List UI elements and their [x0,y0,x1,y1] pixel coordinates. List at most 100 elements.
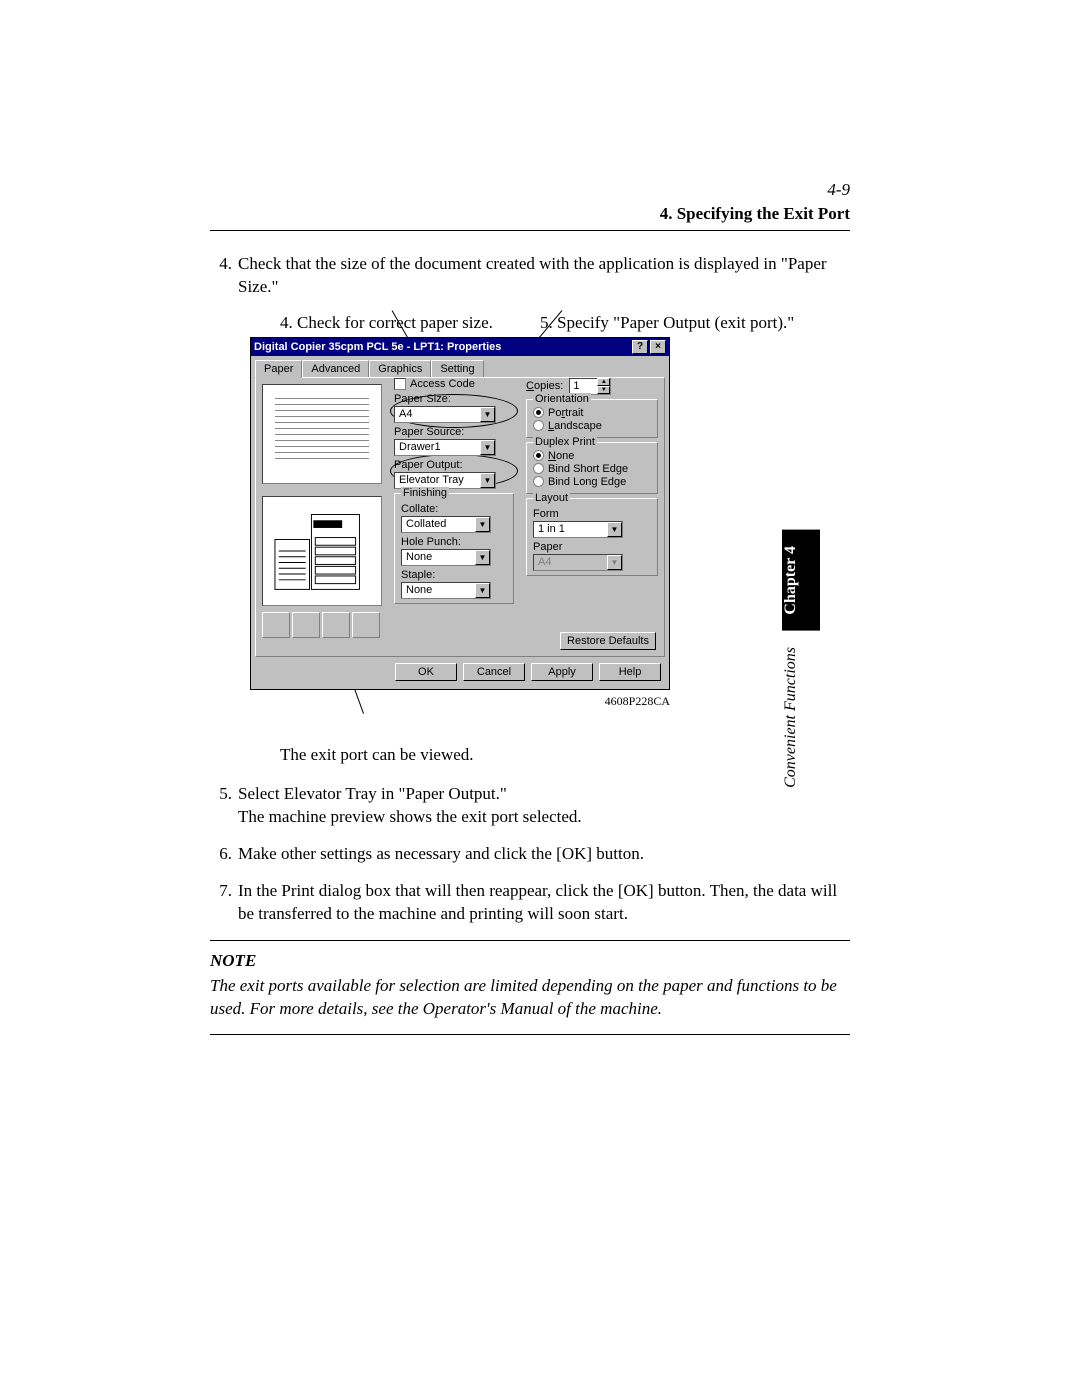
finishing-group: Finishing Collate: Collated ▼ Hole Punch… [394,493,514,604]
properties-dialog: Digital Copier 35cpm PCL 5e - LPT1: Prop… [250,337,670,690]
tab-advanced[interactable]: Advanced [302,360,369,377]
step-text: Check that the size of the document crea… [238,253,850,299]
duplex-group: Duplex Print None Bind Short Edge Bind L… [526,442,658,494]
step-text: Make other settings as necessary and cli… [238,843,850,866]
tab-setting[interactable]: Setting [431,360,483,377]
layout-paper-label: Paper [533,541,651,553]
staple-value: None [402,584,475,596]
step-text: Select Elevator Tray in "Paper Output." … [238,783,850,829]
paper-output-value: Elevator Tray [395,474,480,486]
paper-source-value: Drawer1 [395,441,480,453]
chevron-down-icon: ▼ [480,440,495,455]
layout-paper-value: A4 [534,556,607,568]
step-number: 7. [210,880,238,926]
chevron-down-icon: ▼ [480,473,495,488]
preview-thumb[interactable] [262,612,290,638]
form-value: 1 in 1 [534,523,607,535]
duplex-long-row[interactable]: Bind Long Edge [533,476,651,488]
radio-icon [533,463,544,474]
step-6: 6. Make other settings as necessary and … [210,843,850,866]
chevron-down-icon: ▼ [607,555,622,570]
preview-thumb[interactable] [322,612,350,638]
step-5: 5. Select Elevator Tray in "Paper Output… [210,783,850,829]
chevron-down-icon: ▼ [475,517,490,532]
chapter-tab: Chapter 4 [782,530,820,631]
duplex-legend: Duplex Print [533,436,597,448]
landscape-label: Landscape [548,420,602,432]
paper-tab-panel: Access Code Paper Size: A4 ▼ Paper Sourc… [255,377,665,657]
cancel-button[interactable]: Cancel [463,663,525,681]
manual-page: 4-9 4. Specifying the Exit Port 4. Check… [210,180,850,1035]
help-button[interactable]: Help [599,663,661,681]
chevron-down-icon: ▼ [480,407,495,422]
chevron-down-icon: ▼ [475,583,490,598]
access-code-row: Access Code [394,378,514,390]
duplex-none-label: None [548,450,574,462]
dialog-titlebar: Digital Copier 35cpm PCL 5e - LPT1: Prop… [251,338,669,356]
preview-thumb[interactable] [352,612,380,638]
radio-icon [533,420,544,431]
layout-paper-combo: A4 ▼ [533,554,623,571]
finishing-legend: Finishing [401,487,449,499]
access-code-checkbox[interactable] [394,378,406,390]
duplex-short-row[interactable]: Bind Short Edge [533,463,651,475]
restore-defaults-button[interactable]: Restore Defaults [560,632,656,650]
ok-button[interactable]: OK [395,663,457,681]
hole-punch-label: Hole Punch: [401,536,507,548]
paper-source-combo[interactable]: Drawer1 ▼ [394,439,496,456]
page-preview [262,384,382,484]
paper-size-value: A4 [395,408,480,420]
landscape-radio-row[interactable]: Landscape [533,420,651,432]
step-4: 4. Check that the size of the document c… [210,253,850,299]
step-text: In the Print dialog box that will then r… [238,880,850,926]
step-number: 6. [210,843,238,866]
duplex-none-row[interactable]: None [533,450,651,462]
dialog-title: Digital Copier 35cpm PCL 5e - LPT1: Prop… [254,341,630,353]
radio-icon [533,450,544,461]
step-number: 5. [210,783,238,829]
step-7: 7. In the Print dialog box that will the… [210,880,850,926]
step-5-line-b: The machine preview shows the exit port … [238,807,582,826]
staple-combo[interactable]: None ▼ [401,582,491,599]
help-icon[interactable]: ? [632,340,648,354]
paper-source-label: Paper Source: [394,426,514,438]
figure-id: 4608P228CA [250,694,670,709]
page-number: 4-9 [210,180,850,200]
apply-button[interactable]: Apply [531,663,593,681]
dialog-footer: OK Cancel Apply Help [251,657,669,689]
radio-icon [533,407,544,418]
orientation-group: Orientation Portrait Landscape [526,399,658,438]
layout-group: Layout Form 1 in 1 ▼ Paper A4 ▼ [526,498,658,576]
paper-size-label: Paper Size: [394,393,514,405]
step-number: 4. [210,253,238,299]
callout-paper-size: 4. Check for correct paper size. [280,313,540,333]
section-heading: 4. Specifying the Exit Port [210,204,850,231]
paper-size-combo[interactable]: A4 ▼ [394,406,496,423]
staple-label: Staple: [401,569,507,581]
portrait-radio-row[interactable]: Portrait [533,407,651,419]
duplex-short-label: Bind Short Edge [548,463,628,475]
exit-port-caption: The exit port can be viewed. [280,745,850,765]
chevron-down-icon: ▼ [607,522,622,537]
collate-label: Collate: [401,503,507,515]
paper-output-label: Paper Output: [394,459,514,471]
paper-settings-column: Access Code Paper Size: A4 ▼ Paper Sourc… [394,378,514,604]
close-icon[interactable]: × [650,340,666,354]
collate-combo[interactable]: Collated ▼ [401,516,491,533]
step-5-line-a: Select Elevator Tray in "Paper Output." [238,784,507,803]
chapter-label: Convenient Functions [782,639,820,796]
radio-icon [533,476,544,487]
note-title: NOTE [210,951,850,971]
hole-punch-combo[interactable]: None ▼ [401,549,491,566]
machine-preview [262,496,382,606]
form-combo[interactable]: 1 in 1 ▼ [533,521,623,538]
callout-paper-output: 5. Specify "Paper Output (exit port)." [540,313,850,333]
tab-paper[interactable]: Paper [255,360,302,378]
side-tab: Chapter 4 Convenient Functions [782,530,820,795]
tab-graphics[interactable]: Graphics [369,360,431,377]
preview-thumbs [262,612,380,638]
right-settings-column: Copies: 1 ▲▼ Orientation Portrait [526,378,658,576]
preview-thumb[interactable] [292,612,320,638]
duplex-long-label: Bind Long Edge [548,476,626,488]
chevron-down-icon: ▼ [475,550,490,565]
